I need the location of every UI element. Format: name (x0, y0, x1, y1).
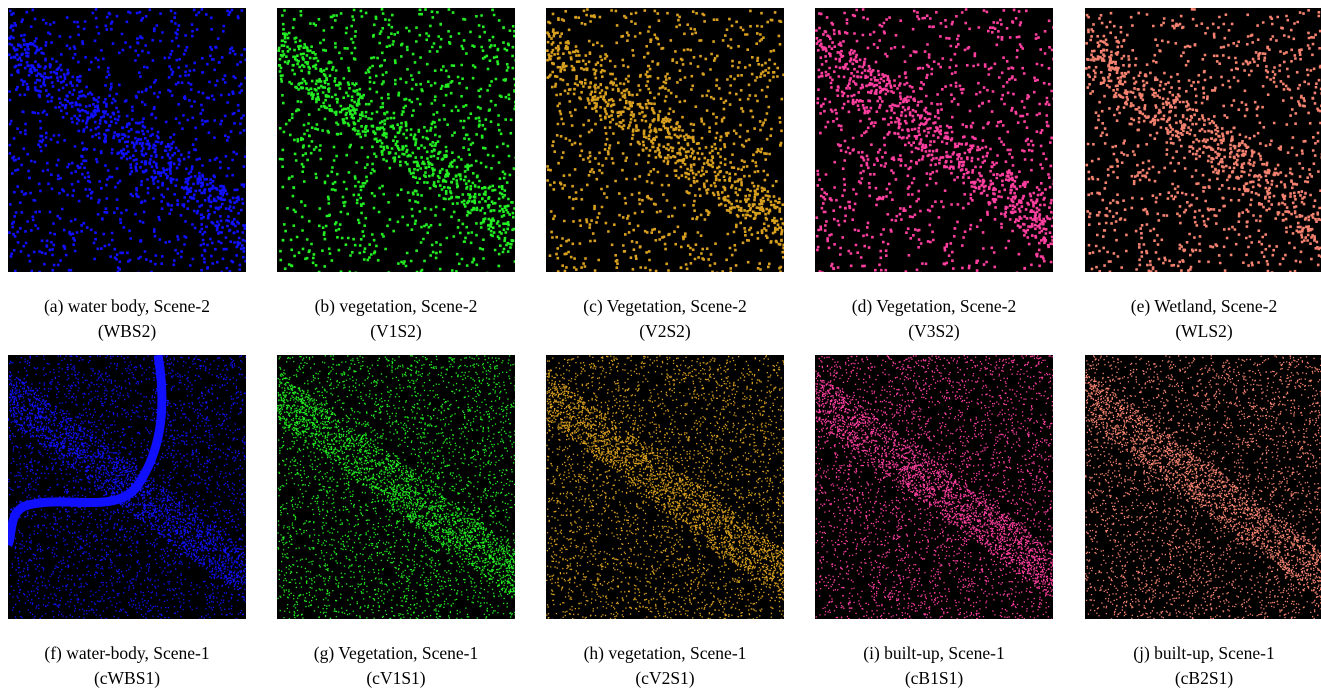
panel: (b) vegetation, Scene-2(V1S2) (264, 8, 528, 344)
caption-code: (cV2S1) (533, 666, 797, 691)
caption: (h) vegetation, Scene-1(cV2S1) (533, 641, 797, 691)
caption: (b) vegetation, Scene-2(V1S2) (264, 294, 528, 344)
map-image (8, 8, 246, 272)
caption: (c) Vegetation, Scene-2(V2S2) (533, 294, 797, 344)
map-image (815, 8, 1053, 272)
image-background (815, 355, 1053, 619)
map-image (277, 8, 515, 272)
caption: (j) built-up, Scene-1(cB2S1) (1072, 641, 1321, 691)
caption-code: (V1S2) (264, 319, 528, 344)
caption-code: (WBS2) (0, 319, 259, 344)
caption: (d) Vegetation, Scene-2(V3S2) (802, 294, 1066, 344)
panel: (c) Vegetation, Scene-2(V2S2) (533, 8, 797, 344)
caption: (e) Wetland, Scene-2(WLS2) (1072, 294, 1321, 344)
image-background (546, 355, 784, 619)
caption-code: (cB1S1) (802, 666, 1066, 691)
caption-text: (h) vegetation, Scene-1 (533, 641, 797, 666)
caption-text: (a) water body, Scene-2 (0, 294, 259, 319)
panel: (i) built-up, Scene-1(cB1S1) (802, 355, 1066, 691)
image-background (8, 355, 246, 619)
map-image (815, 355, 1053, 619)
caption: (i) built-up, Scene-1(cB1S1) (802, 641, 1066, 691)
caption-text: (e) Wetland, Scene-2 (1072, 294, 1321, 319)
panel: (f) water-body, Scene-1(cWBS1) (0, 355, 259, 691)
caption-code: (V3S2) (802, 319, 1066, 344)
caption-text: (d) Vegetation, Scene-2 (802, 294, 1066, 319)
panel: (j) built-up, Scene-1(cB2S1) (1072, 355, 1321, 691)
panel: (a) water body, Scene-2(WBS2) (0, 8, 259, 344)
caption-code: (cWBS1) (0, 666, 259, 691)
map-image (1085, 355, 1321, 619)
caption: (f) water-body, Scene-1(cWBS1) (0, 641, 259, 691)
panel: (g) Vegetation, Scene-1(cV1S1) (264, 355, 528, 691)
caption-text: (j) built-up, Scene-1 (1072, 641, 1321, 666)
caption-text: (f) water-body, Scene-1 (0, 641, 259, 666)
figure: (a) water body, Scene-2(WBS2)(b) vegetat… (0, 0, 1321, 685)
map-image (1085, 8, 1321, 272)
caption-code: (cV1S1) (264, 666, 528, 691)
caption: (g) Vegetation, Scene-1(cV1S1) (264, 641, 528, 691)
caption-text: (i) built-up, Scene-1 (802, 641, 1066, 666)
map-image (8, 355, 246, 619)
caption-text: (b) vegetation, Scene-2 (264, 294, 528, 319)
map-image (546, 355, 784, 619)
caption-code: (cB2S1) (1072, 666, 1321, 691)
panel: (e) Wetland, Scene-2(WLS2) (1072, 8, 1321, 344)
caption-code: (WLS2) (1072, 319, 1321, 344)
panel: (d) Vegetation, Scene-2(V3S2) (802, 8, 1066, 344)
image-background (815, 8, 1053, 272)
panel: (h) vegetation, Scene-1(cV2S1) (533, 355, 797, 691)
map-image (277, 355, 515, 619)
caption: (a) water body, Scene-2(WBS2) (0, 294, 259, 344)
caption-text: (c) Vegetation, Scene-2 (533, 294, 797, 319)
map-image (546, 8, 784, 272)
caption-code: (V2S2) (533, 319, 797, 344)
caption-text: (g) Vegetation, Scene-1 (264, 641, 528, 666)
